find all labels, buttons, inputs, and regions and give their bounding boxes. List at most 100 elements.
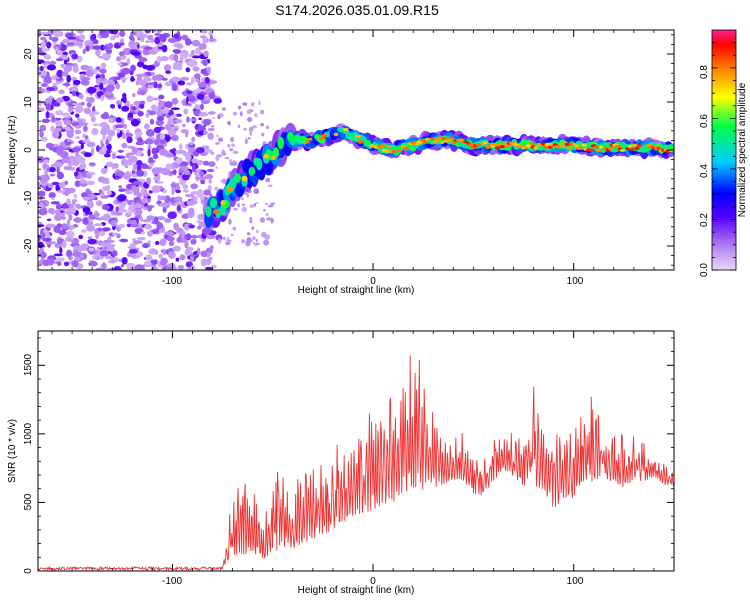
chart-title: S174.2026.035.01.09.R15 [275, 2, 439, 18]
noise-speckle [75, 125, 81, 129]
noise-speckle [135, 73, 145, 77]
noise-speckle [156, 116, 165, 121]
noise-speckle [207, 111, 216, 115]
signal-blob [396, 149, 402, 153]
noise-speckle [137, 137, 143, 143]
noise-speckle [264, 202, 269, 206]
noise-speckle [77, 248, 86, 252]
noise-speckle [150, 264, 157, 268]
top-x-axis-label: Height of straight line (km) [298, 285, 415, 296]
noise-speckle [200, 180, 206, 185]
noise-speckle [38, 241, 44, 249]
noise-speckle [145, 112, 150, 118]
signal-blob [248, 166, 256, 176]
noise-speckle [95, 49, 101, 57]
noise-speckle [217, 238, 222, 244]
noise-speckle [85, 45, 90, 52]
noise-speckle [101, 125, 111, 133]
noise-speckle [42, 259, 51, 267]
noise-speckle [187, 59, 196, 68]
noise-speckle [51, 181, 60, 186]
noise-speckle [146, 109, 151, 113]
noise-speckle [135, 80, 140, 86]
signal-blob [619, 149, 626, 152]
noise-speckle [133, 240, 143, 245]
noise-speckle [126, 262, 136, 270]
noise-speckle [267, 204, 274, 208]
noise-speckle [156, 216, 166, 221]
noise-speckle [164, 64, 171, 72]
noise-speckle [204, 149, 213, 153]
noise-speckle [158, 94, 165, 100]
signal-blob [271, 155, 276, 160]
noise-speckle [232, 111, 238, 116]
noise-speckle [38, 30, 41, 36]
signal-blob [386, 145, 392, 148]
noise-speckle [270, 217, 274, 224]
noise-speckle [180, 76, 190, 81]
noise-speckle [249, 217, 252, 221]
noise-speckle [159, 238, 167, 246]
noise-speckle [45, 97, 53, 105]
noise-speckle [230, 233, 234, 236]
noise-speckle [161, 44, 168, 53]
noise-speckle [60, 225, 71, 230]
noise-speckle [124, 165, 129, 169]
noise-speckle [125, 191, 133, 195]
signal-blob [565, 142, 570, 147]
noise-speckle [146, 215, 156, 221]
noise-speckle [148, 190, 153, 194]
noise-speckle [194, 47, 202, 55]
signal-blob [263, 153, 270, 159]
noise-speckle [105, 139, 109, 146]
noise-speckle [195, 147, 205, 154]
noise-speckle [99, 250, 109, 257]
noise-speckle [167, 263, 176, 268]
noise-speckle [112, 250, 118, 257]
noise-speckle [170, 107, 180, 111]
bottom-y-tick-label: 0 [23, 568, 34, 574]
noise-speckle [182, 123, 186, 128]
noise-speckle [256, 202, 259, 205]
signal-blob [212, 209, 219, 215]
noise-speckle [144, 223, 153, 230]
bottom-x-tick-label: -100 [162, 576, 182, 587]
noise-speckle [121, 158, 127, 166]
noise-speckle [159, 195, 167, 201]
noise-speckle [51, 130, 60, 139]
noise-speckle [105, 205, 110, 210]
noise-speckle [91, 127, 99, 136]
noise-speckle [62, 39, 69, 44]
noise-speckle [188, 141, 194, 146]
noise-speckle [87, 238, 97, 245]
noise-speckle [38, 107, 45, 112]
noise-speckle [218, 113, 224, 118]
noise-speckle [176, 236, 182, 243]
noise-speckle [75, 91, 80, 96]
noise-speckle [246, 232, 251, 236]
noise-speckle [72, 66, 79, 73]
noise-speckle [192, 66, 200, 72]
noise-speckle [42, 237, 52, 242]
noise-speckle [66, 230, 75, 238]
noise-speckle [134, 203, 142, 209]
noise-speckle [117, 42, 125, 46]
noise-speckle [105, 48, 113, 54]
noise-speckle [158, 103, 162, 112]
noise-speckle [208, 91, 216, 100]
noise-speckle [198, 43, 207, 50]
noise-speckle [147, 83, 154, 89]
noise-speckle [246, 109, 252, 115]
noise-speckle [85, 69, 94, 78]
noise-speckle [172, 169, 177, 176]
noise-speckle [134, 131, 143, 136]
signal-blob [209, 197, 218, 209]
noise-speckle [270, 202, 276, 205]
bottom-y-tick-label: 1500 [23, 353, 34, 376]
noise-speckle [100, 44, 105, 51]
noise-speckle [174, 119, 183, 124]
noise-speckle [224, 156, 230, 160]
noise-speckle [167, 37, 177, 43]
noise-speckle [131, 51, 141, 56]
